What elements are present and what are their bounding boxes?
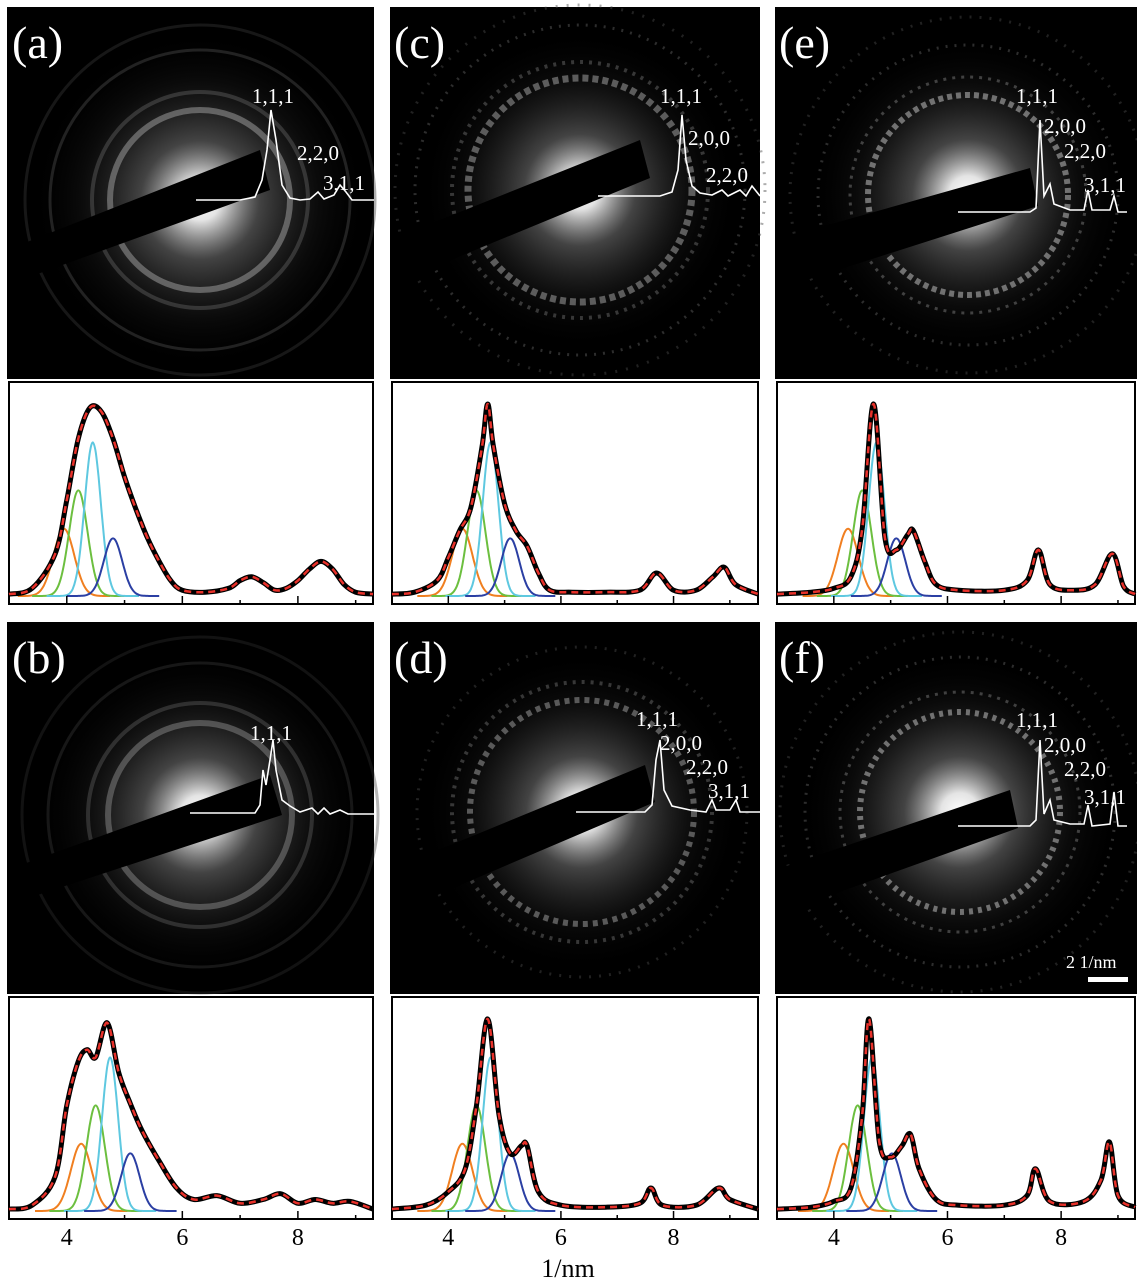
intensity-profile-f — [958, 739, 1127, 827]
panel-d: (d) 1,1,1 2,0,0 2,2,0 3,1,1 — [390, 622, 760, 994]
spectrum-d — [391, 996, 759, 1220]
peak-label: 3,1,1 — [1084, 785, 1126, 809]
fit-component — [846, 1152, 938, 1212]
panel-label: (d) — [394, 632, 448, 683]
peak-label: 1,1,1 — [1016, 84, 1058, 108]
peak-label: 2,2,0 — [1064, 757, 1106, 781]
x-tick-label: 8 — [1055, 1225, 1067, 1251]
fit-component — [465, 537, 556, 597]
intensity-profile-d — [576, 739, 760, 813]
fit-total-profile — [776, 402, 1136, 596]
spectrum-b — [8, 996, 374, 1220]
x-tick-label: 8 — [668, 1225, 680, 1251]
beam-stop-b — [7, 775, 282, 905]
fit-total-profile — [391, 1017, 759, 1211]
peak-label: 1,1,1 — [1016, 708, 1058, 732]
fit-component — [66, 537, 160, 597]
peak-label: 1,1,1 — [252, 84, 294, 108]
panel-label: (f) — [779, 632, 825, 683]
x-tick-label: 4 — [828, 1225, 840, 1251]
peak-label: 2,0,0 — [1044, 114, 1086, 138]
fit-component — [46, 441, 139, 597]
x-tick-label: 8 — [292, 1225, 304, 1251]
fit-total-profile — [8, 404, 374, 596]
beam-stop-a — [7, 150, 270, 285]
intensity-profile-b — [190, 739, 374, 816]
panel-label: (a) — [12, 17, 63, 68]
panel-f: (f) 1,1,1 2,0,0 2,2,0 3,1,1 2 1/nm — [775, 622, 1137, 994]
peak-label: 1,1,1 — [250, 721, 292, 745]
x-tick-label: 6 — [941, 1225, 953, 1251]
fit-total-profile — [391, 402, 759, 596]
peak-label: 2,0,0 — [688, 126, 730, 150]
panel-b: (b) 1,1,1 — [7, 622, 380, 995]
panel-label: (c) — [394, 17, 445, 68]
peak-label: 2,2,0 — [297, 141, 339, 165]
x-axis-label: 1/nm — [541, 1254, 594, 1283]
panel-e: (e) 1,1,1 2,0,0 2,2,0 3,1,1 — [775, 7, 1137, 379]
panel-a: (a) 1,1,1 2,2,0 3,1,1 — [7, 7, 377, 379]
scale-bar — [1088, 977, 1128, 982]
spectrum-e — [776, 381, 1137, 605]
beam-stop-f — [775, 790, 1018, 915]
peak-label: 2,0,0 — [660, 731, 702, 755]
peak-label: 2,2,0 — [706, 163, 748, 187]
beam-stop-e — [775, 168, 1038, 290]
fit-component — [84, 1152, 177, 1212]
x-tick-label: 4 — [61, 1225, 73, 1251]
fit-component — [445, 1056, 536, 1212]
peak-label: 3,1,1 — [1084, 173, 1126, 197]
x-tick-label: 4 — [442, 1225, 454, 1251]
panel-label: (e) — [779, 17, 830, 68]
panel-c: (c) 1,1,1 2,0,0 2,2,0 — [390, 3, 767, 379]
peak-label: 1,1,1 — [636, 707, 678, 731]
fit-total-profile — [776, 1017, 1136, 1211]
spectrum-c — [391, 381, 759, 605]
peak-label: 2,2,0 — [686, 755, 728, 779]
peak-label: 2,0,0 — [1044, 733, 1086, 757]
peak-label: 2,2,0 — [1064, 139, 1106, 163]
peak-label: 1,1,1 — [660, 84, 702, 108]
scale-bar-label: 2 1/nm — [1066, 952, 1117, 972]
x-tick-label: 6 — [555, 1225, 567, 1251]
peak-label: 3,1,1 — [708, 779, 750, 803]
beam-stop-c — [390, 140, 650, 285]
beam-stop-d — [390, 765, 655, 915]
spectrum-f — [776, 996, 1137, 1220]
peak-label: 3,1,1 — [323, 171, 365, 195]
measured-profile — [8, 1020, 374, 1212]
intensity-profile-c — [598, 114, 761, 198]
intensity-profile-e — [958, 119, 1127, 213]
x-tick-label: 6 — [176, 1225, 188, 1251]
intensity-profile-a — [196, 109, 374, 201]
fit-component — [850, 537, 942, 597]
panel-label: (b) — [12, 632, 66, 683]
spectrum-a — [8, 381, 374, 605]
x-tick-labels: 4 6 8 4 6 8 4 6 8 — [61, 1225, 1067, 1251]
fit-component — [63, 1056, 157, 1212]
